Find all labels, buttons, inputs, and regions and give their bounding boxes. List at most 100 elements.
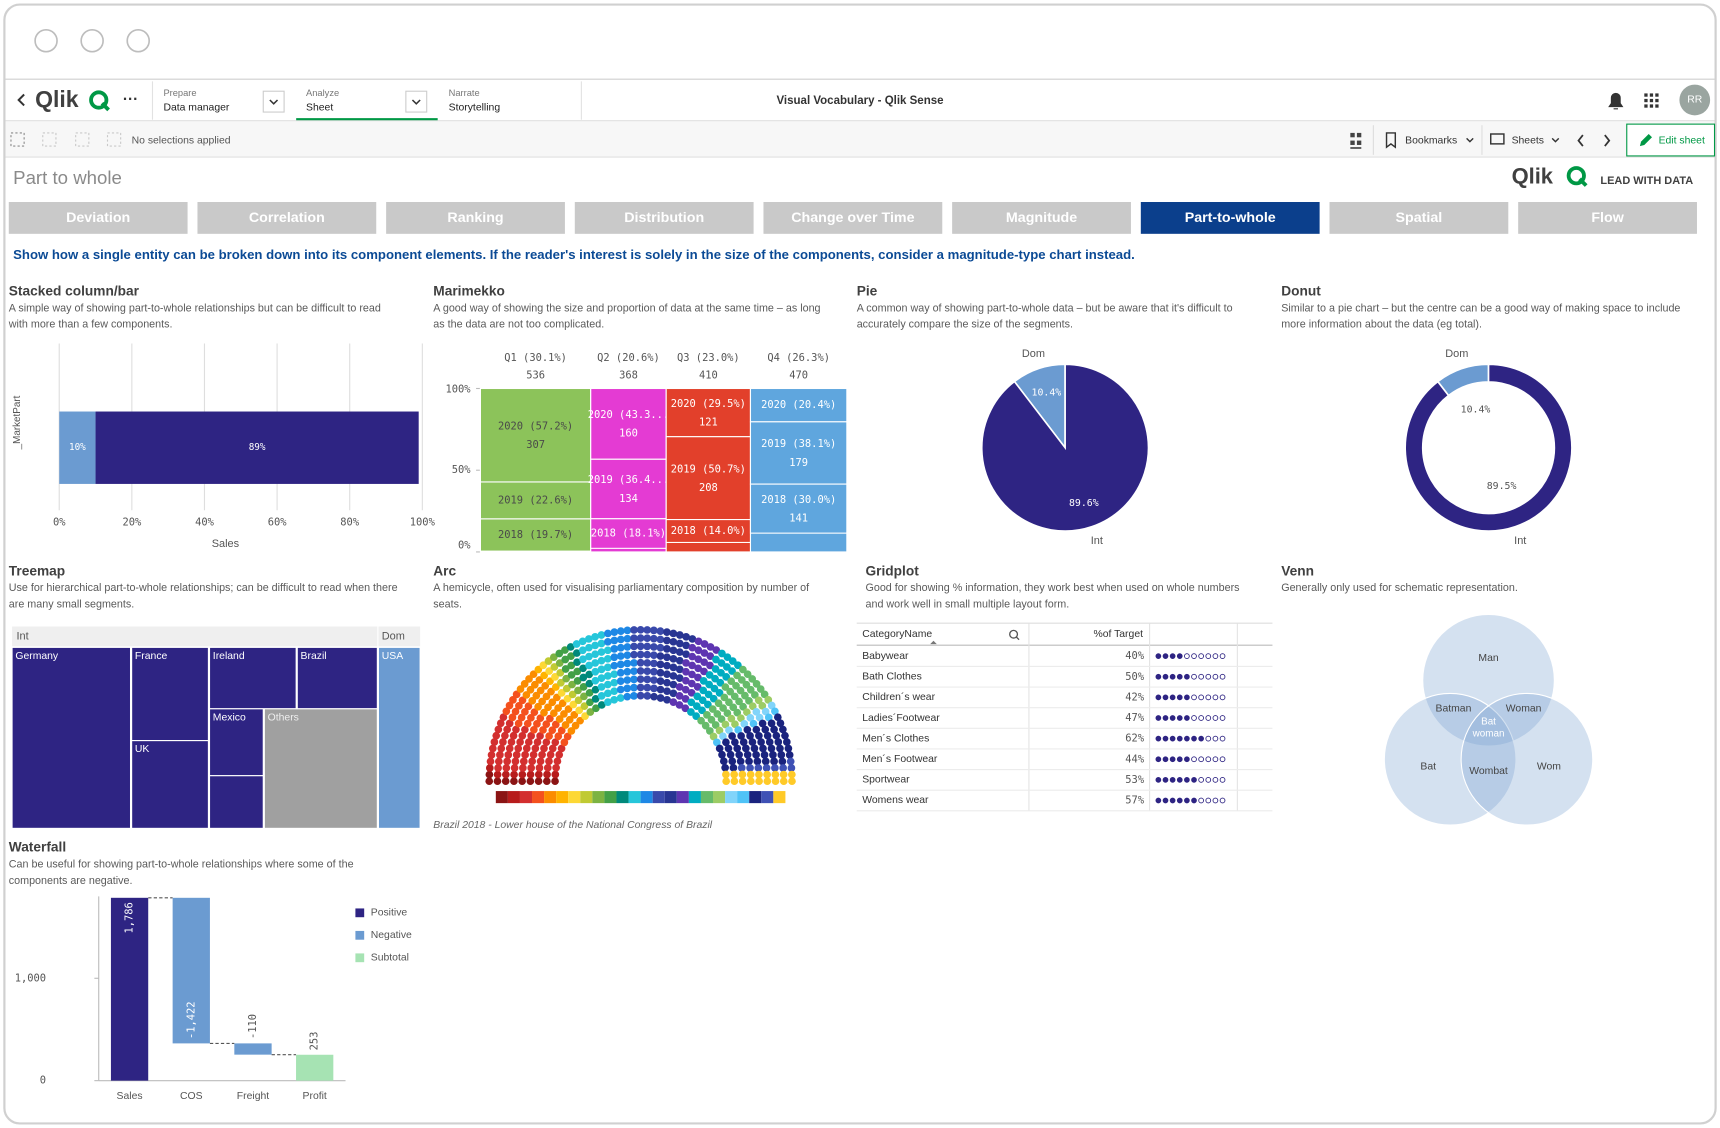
apps-icon[interactable]	[1644, 93, 1659, 108]
insights-icon[interactable]	[1350, 132, 1362, 149]
seat	[542, 720, 551, 729]
seat	[656, 660, 665, 669]
nav-button[interactable]	[197, 202, 377, 234]
column-label: Q4 (26.3%)	[767, 352, 830, 364]
grid-dot	[1205, 777, 1212, 783]
seat	[761, 725, 770, 734]
avatar[interactable]	[1679, 84, 1711, 116]
tab-dropdown[interactable]	[405, 90, 428, 113]
nav-button[interactable]	[763, 202, 943, 234]
window-button[interactable]	[34, 28, 58, 53]
seat	[746, 714, 755, 722]
seat	[694, 655, 703, 664]
seat	[743, 670, 752, 678]
grid-dot	[1198, 756, 1205, 763]
seat	[597, 665, 606, 674]
seat	[518, 696, 527, 705]
nav-button[interactable]	[574, 202, 754, 234]
tab-dropdown[interactable]	[262, 90, 285, 113]
edit-sheet-button[interactable]	[1626, 123, 1716, 157]
grid-dot	[1169, 797, 1176, 804]
seat	[610, 653, 619, 662]
grid-dot	[1169, 777, 1176, 783]
seat	[610, 670, 619, 678]
bar	[296, 1054, 334, 1081]
grid-dot	[1176, 694, 1183, 701]
seat	[736, 686, 745, 695]
seat	[721, 720, 730, 729]
seat	[512, 751, 521, 759]
grid-dot	[1169, 735, 1176, 742]
grid-dot	[1191, 797, 1197, 804]
party-swatch	[544, 791, 557, 804]
notification-icon[interactable]	[1608, 92, 1624, 110]
treemap-cell	[131, 740, 209, 829]
seat	[700, 667, 708, 676]
search-icon[interactable]	[1009, 629, 1019, 639]
seat	[579, 683, 588, 691]
seat	[550, 663, 559, 671]
seat	[557, 744, 566, 753]
window-button[interactable]	[126, 28, 151, 53]
seat	[779, 770, 788, 779]
next-sheet[interactable]	[1604, 134, 1611, 147]
grid-dot	[1212, 735, 1219, 742]
seat	[585, 679, 594, 688]
seat	[649, 626, 658, 635]
grid-dot	[1155, 653, 1162, 659]
nav-button[interactable]	[1140, 202, 1320, 234]
seat	[636, 650, 645, 659]
seat	[700, 640, 709, 648]
grid-dot	[1212, 797, 1219, 804]
seat	[682, 641, 690, 650]
nav-button[interactable]	[386, 202, 565, 234]
seat	[650, 692, 658, 701]
logo[interactable]: Qlik	[35, 86, 79, 112]
seat	[704, 700, 712, 709]
segment-label: 2020 (29.5%)	[671, 398, 746, 410]
bar	[172, 897, 210, 1044]
sheets-icon[interactable]	[1490, 133, 1505, 145]
x-tick-label: 0%	[53, 516, 66, 528]
grid-dot	[1219, 715, 1226, 721]
percent-label: 57%	[1125, 794, 1145, 806]
seat	[681, 685, 690, 694]
previous-sheet[interactable]	[1577, 134, 1584, 147]
tab-caption: Analyze	[306, 88, 339, 98]
bar	[234, 1043, 272, 1055]
window-button[interactable]	[80, 28, 104, 53]
seat	[763, 731, 772, 740]
seat	[540, 744, 548, 753]
seat	[663, 628, 671, 636]
grid-dot	[1198, 653, 1205, 659]
widget-description: Use for hierarchical part-to-whole relat…	[9, 582, 398, 594]
seat	[526, 777, 535, 786]
seat	[759, 744, 767, 753]
seat	[730, 770, 739, 779]
seat	[754, 764, 763, 772]
more-icon[interactable]: ···	[123, 91, 138, 108]
app-tab[interactable]	[438, 81, 581, 120]
seat	[663, 653, 671, 662]
segment-label: 2020 (20.4%)	[761, 399, 836, 411]
bookmarks-button[interactable]: Bookmarks	[1405, 135, 1457, 146]
grid-dot	[1184, 673, 1190, 680]
seat	[720, 693, 729, 702]
brand-logo: Qlik	[1512, 164, 1554, 189]
seat	[675, 648, 684, 656]
seat	[616, 635, 625, 644]
nav-button[interactable]	[1329, 202, 1509, 234]
back-icon[interactable]	[17, 93, 25, 107]
bookmark-icon[interactable]	[1385, 132, 1397, 149]
seat	[494, 757, 503, 766]
seat	[623, 659, 632, 668]
seat	[539, 726, 547, 734]
sheets-button[interactable]: Sheets	[1512, 135, 1544, 146]
grid-dot	[1155, 777, 1162, 783]
x-tick-label: Profit	[303, 1091, 327, 1102]
nav-button[interactable]	[1518, 202, 1697, 234]
nav-button[interactable]	[8, 202, 188, 234]
seat	[693, 683, 702, 691]
nav-button[interactable]	[952, 202, 1131, 234]
seat	[739, 665, 747, 674]
